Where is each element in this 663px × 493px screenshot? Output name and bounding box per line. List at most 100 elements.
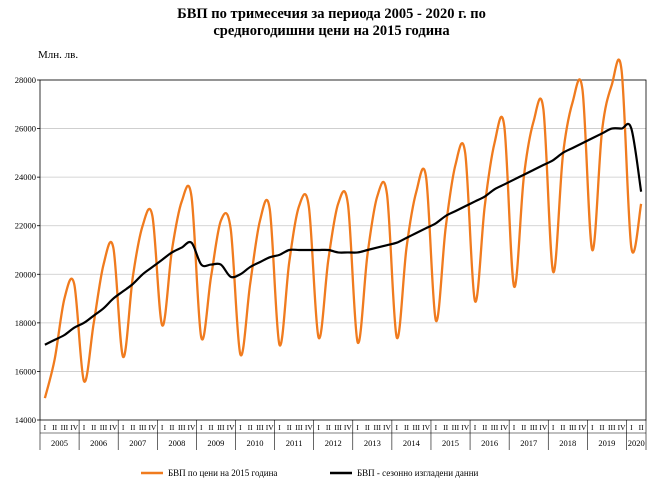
x-quarter-label: III: [61, 423, 69, 432]
x-quarter-label: I: [317, 423, 320, 432]
x-quarter-label: I: [83, 423, 86, 432]
gridlines: [40, 79, 646, 372]
x-quarter-label: I: [552, 423, 555, 432]
x-quarter-label: II: [326, 423, 331, 432]
plot-area-border: [39, 79, 647, 421]
x-year-label: 2005: [51, 438, 68, 448]
y-tick-label: 20000: [15, 269, 36, 279]
y-tick-label: 18000: [15, 318, 36, 328]
x-quarter-label: I: [44, 423, 47, 432]
x-quarter-label: I: [474, 423, 477, 432]
y-axis-unit-label: Млн. лв.: [38, 49, 79, 61]
y-tick-label: 28000: [15, 75, 36, 85]
x-quarter-label: I: [356, 423, 359, 432]
x-quarter-label: III: [295, 423, 303, 432]
x-quarter-label: III: [608, 423, 616, 432]
x-quarter-label: II: [248, 423, 253, 432]
x-quarter-label: IV: [109, 423, 117, 432]
x-year-label: 2014: [403, 438, 421, 448]
x-quarter-label: IV: [227, 423, 235, 432]
chart-title-line-1: БВП по тримесечия за периода 2005 - 2020…: [177, 6, 486, 22]
series-line-gdp-2015-prices: [43, 58, 643, 399]
x-quarter-label: I: [200, 423, 203, 432]
x-quarter-label: II: [560, 423, 565, 432]
x-quarter-label: IV: [188, 423, 196, 432]
x-quarter-label: II: [91, 423, 96, 432]
chart-title-line-2: средногодишни цени на 2015 година: [213, 23, 450, 39]
x-year-label: 2018: [559, 438, 576, 448]
x-quarter-label: III: [217, 423, 225, 432]
y-tick-label: 24000: [15, 172, 36, 182]
x-quarter-label: I: [591, 423, 594, 432]
x-year-label: 2007: [129, 438, 146, 448]
x-quarter-label: IV: [266, 423, 274, 432]
axes: 14000 16000 18000 20000 22000 24000 26000 28000…: [15, 75, 647, 450]
x-quarter-label: III: [256, 423, 264, 432]
x-quarter-label: IV: [148, 423, 156, 432]
x-year-label: 2010: [247, 438, 264, 448]
legend-label-seasonally-adjusted: БВП - сезонно изгладени данни: [357, 468, 479, 478]
x-quarter-label: IV: [579, 423, 587, 432]
x-quarter-label: III: [452, 423, 460, 432]
x-quarter-label: IV: [70, 423, 78, 432]
x-quarter-label: I: [630, 423, 633, 432]
x-quarter-label: III: [569, 423, 577, 432]
x-quarter-label: II: [639, 423, 644, 432]
x-quarter-label: III: [100, 423, 108, 432]
x-quarter-label: II: [130, 423, 135, 432]
x-quarter-label: II: [600, 423, 605, 432]
y-tick-label: 22000: [15, 221, 36, 231]
x-quarter-label: II: [482, 423, 487, 432]
x-quarter-label: III: [178, 423, 186, 432]
x-quarter-label: IV: [422, 423, 430, 432]
x-quarter-label: IV: [539, 423, 547, 432]
x-quarter-label: I: [435, 423, 438, 432]
x-year-label: 2017: [520, 438, 537, 448]
legend-label-gdp-2015-prices: БВП по цени на 2015 година: [168, 468, 277, 478]
x-quarter-label: IV: [461, 423, 469, 432]
x-year-label: 2016: [481, 438, 498, 448]
x-quarter-label: II: [209, 423, 214, 432]
x-year-label: 2013: [364, 438, 381, 448]
x-year-label: 2012: [325, 438, 342, 448]
x-year-label: 2015: [442, 438, 459, 448]
x-year-label: 2020: [628, 438, 645, 448]
x-year-label: 2006: [90, 438, 107, 448]
y-tick-label: 16000: [15, 366, 36, 376]
x-quarter-label: II: [521, 423, 526, 432]
x-year-label: 2011: [286, 438, 303, 448]
x-quarter-label: II: [365, 423, 370, 432]
x-quarter-label: III: [413, 423, 421, 432]
x-quarter-label: II: [443, 423, 448, 432]
x-quarter-label: II: [287, 423, 292, 432]
x-quarter-label: IV: [383, 423, 391, 432]
x-quarter-label: I: [513, 423, 516, 432]
x-quarter-label: III: [139, 423, 147, 432]
x-quarter-label: III: [334, 423, 342, 432]
chart-title: БВП по тримесечия за периода 2005 - 2020…: [0, 6, 663, 40]
x-quarter-label: III: [491, 423, 499, 432]
series-lines: [43, 58, 643, 399]
legend: БВП по цени на 2015 година БВП - сезонно …: [141, 468, 479, 478]
y-tick-label: 26000: [15, 124, 36, 134]
x-quarter-label: I: [278, 423, 281, 432]
x-quarter-label: I: [239, 423, 242, 432]
x-year-label: 2008: [168, 438, 185, 448]
y-tick-label: 14000: [15, 415, 36, 425]
x-year-label: 2019: [598, 438, 615, 448]
x-quarter-label: II: [404, 423, 409, 432]
x-quarter-label: III: [373, 423, 381, 432]
x-quarter-label: IV: [618, 423, 626, 432]
x-quarter-label: II: [52, 423, 57, 432]
x-quarter-label: I: [161, 423, 164, 432]
x-quarter-label: I: [122, 423, 125, 432]
x-quarter-label: IV: [305, 423, 313, 432]
x-year-label: 2009: [207, 438, 224, 448]
x-quarter-label: I: [396, 423, 399, 432]
x-quarter-label: IV: [500, 423, 508, 432]
x-quarter-label: III: [530, 423, 538, 432]
series-line-gdp-seasonally-adjusted: [44, 122, 643, 346]
x-quarter-label: IV: [344, 423, 352, 432]
x-quarter-label: II: [169, 423, 174, 432]
